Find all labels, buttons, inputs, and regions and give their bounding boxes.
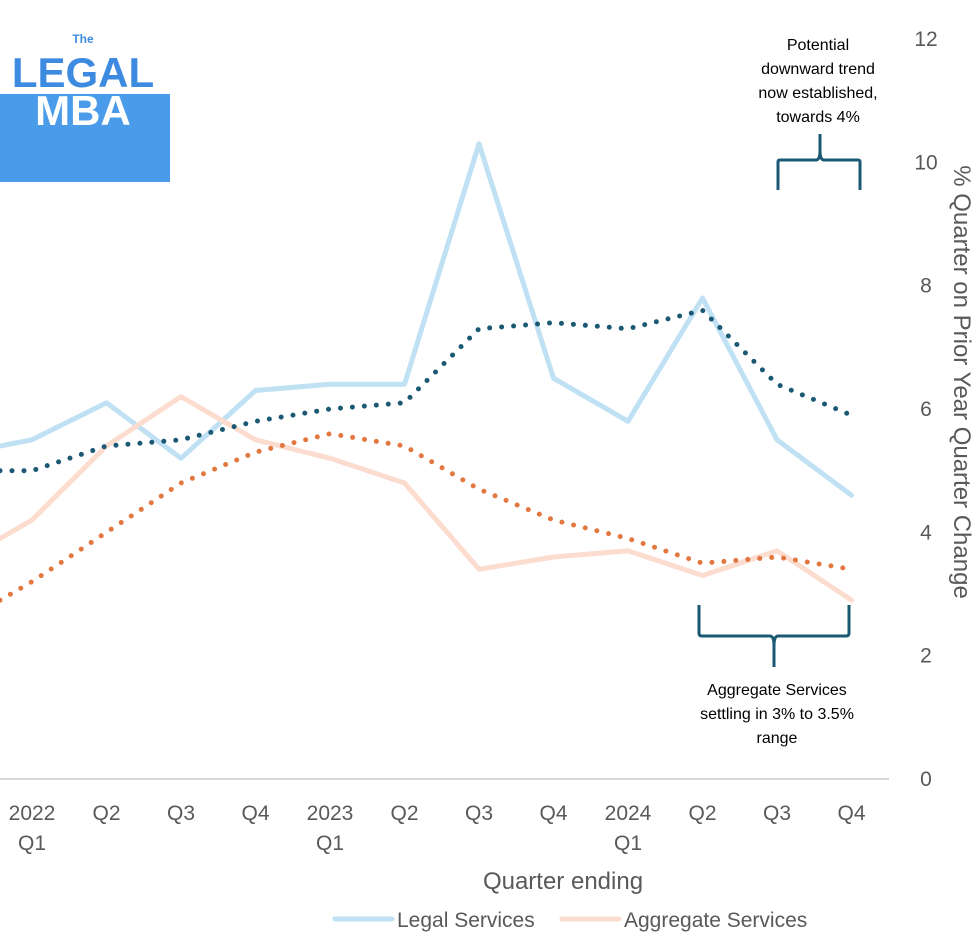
x-tick-label: Q4: [837, 802, 865, 825]
annotation-line: downward trend: [761, 61, 875, 78]
bottom-bracket: [697, 605, 851, 667]
annotation-line: range: [757, 730, 798, 747]
x-tick-label: 2023: [307, 802, 354, 825]
x-tick-label: Q4: [539, 802, 567, 825]
x-tick-label: Q2: [390, 802, 418, 825]
x-tick-label: Q2: [688, 802, 716, 825]
y-tick-label: 4: [920, 521, 932, 544]
annotation-bottom-note: Aggregate Services settling in 3% to 3.5%…: [700, 682, 854, 747]
x-tick-label: Q3: [763, 802, 791, 825]
y-axis-title: % Quarter on Prior Year Quarter Change: [948, 165, 975, 599]
annotation-line: now established,: [758, 85, 877, 102]
annotation-top-note: Potential downward trend now established, t…: [758, 37, 877, 126]
y-tick-label: 6: [920, 398, 932, 421]
logo-legal-text: LEGAL: [12, 49, 154, 96]
x-tick-label: 2022: [9, 802, 56, 825]
annotation-line: Aggregate Services: [707, 682, 847, 699]
annotation-line: towards 4%: [776, 109, 860, 126]
x-tick-sublabel: Q1: [316, 832, 344, 855]
annotation-line: Potential: [787, 37, 849, 54]
y-tick-label: 12: [914, 28, 937, 51]
series-layer: [0, 141, 854, 603]
x-tick-label: Q3: [465, 802, 493, 825]
y-tick-label: 10: [914, 151, 937, 174]
x-axis-ticks: 2022 Q1 Q2 Q3 Q4 2023 Q1 Q2 Q3 Q4 2024 Q1 Q2 Q3 Q4: [9, 802, 866, 855]
x-tick-label: Q3: [167, 802, 195, 825]
legal-mba-logo: The LEGAL MBA: [0, 32, 170, 182]
series-line-0: [0, 141, 854, 498]
trend-line-3: [0, 431, 854, 603]
y-tick-label: 8: [920, 275, 932, 298]
y-tick-label: 2: [920, 645, 932, 668]
legend: Legal Services Aggregate Services: [332, 909, 807, 932]
logo-mba-text: MBA: [35, 87, 131, 134]
annotation-line: settling in 3% to 3.5%: [700, 706, 854, 723]
x-tick-label: Q2: [92, 802, 120, 825]
legend-label: Legal Services: [397, 909, 535, 932]
logo-the-text: The: [72, 32, 94, 46]
series-line-1: [0, 394, 854, 603]
x-tick-sublabel: Q1: [614, 832, 642, 855]
trend-line-2: [0, 307, 854, 474]
y-tick-label: 0: [920, 768, 932, 791]
x-axis-title: Quarter ending: [483, 868, 643, 895]
logo-background: [0, 94, 170, 182]
legend-label: Aggregate Services: [624, 909, 807, 932]
y-axis-ticks: 0 2 4 6 8 10 12: [914, 28, 937, 791]
x-tick-label: Q4: [241, 802, 269, 825]
x-tick-label: 2024: [605, 802, 652, 825]
x-tick-sublabel: Q1: [18, 832, 46, 855]
top-bracket: [776, 134, 862, 190]
